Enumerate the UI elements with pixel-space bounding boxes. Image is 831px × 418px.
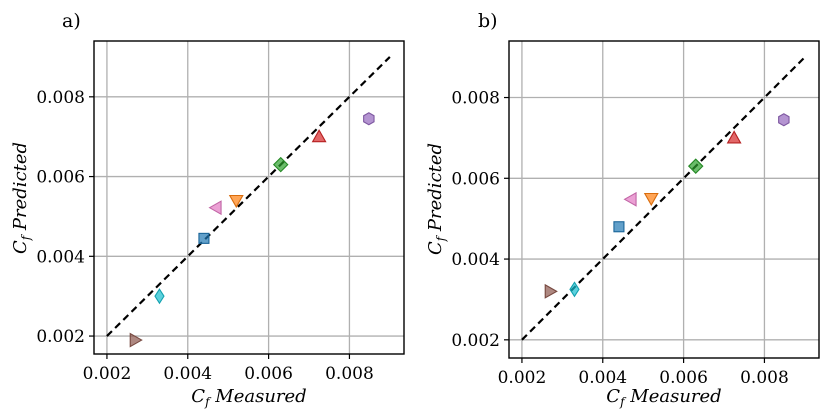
panel-b-points — [544, 113, 790, 299]
panel-a-point-hexagon — [363, 112, 375, 126]
panel-a-point-triangle-up — [311, 129, 327, 143]
panel-a-point-diamond — [272, 156, 289, 173]
panel-b-grid — [509, 41, 819, 358]
panel-b-y-tick-label: 0.006 — [451, 169, 500, 189]
panel-b-point-square — [613, 221, 625, 233]
panel-b: b) 0.002 0.004 0.006 0.0080.0020.0040.0060.… — [425, 10, 820, 409]
panel-a-y-tick-label: 0.008 — [36, 88, 85, 108]
panel-a-y-tick-label: 0.006 — [36, 168, 85, 188]
panel-a-y-axis-title: Cf Predicted — [10, 142, 33, 254]
panel-a-ticks: 0.002 0.004 0.006 0.008 0.002 0.004 0.006 0.008 — [36, 88, 373, 384]
panel-b-identity-line — [521, 56, 806, 341]
panel-a-plot-frame — [93, 40, 405, 355]
panel-b-point-thin-diamond — [569, 281, 580, 298]
panel-b-x-tick-label: 0.002 — [498, 368, 547, 388]
panel-b-x-axis-title: Cf Measured — [606, 386, 721, 409]
panel-a-identity-line — [106, 56, 391, 337]
panel-a-y-tick-label: 0.004 — [36, 247, 85, 267]
panel-a-x-tick-label: 0.002 — [83, 364, 132, 384]
panel-b-x-tick-label: 0.008 — [740, 368, 789, 388]
panel-b-point-triangle-right — [544, 283, 558, 299]
panel-a-points — [129, 112, 375, 348]
panel-b-y-tick-label: 0.008 — [451, 89, 500, 109]
panel-b-point-triangle-left — [623, 191, 637, 207]
panel-b-x-tick-label: 0.006 — [659, 368, 708, 388]
panel-a-point-triangle-right — [129, 332, 143, 348]
panel-a-point-thin-diamond — [154, 288, 165, 305]
panel-b-point-diamond — [687, 158, 704, 174]
panel-b-point-hexagon — [778, 113, 790, 127]
panel-a-label: a) — [62, 10, 81, 32]
panel-b-point-triangle-down — [643, 192, 659, 207]
panel-a-reference-line — [106, 56, 391, 337]
panel-b-x-tick-label: 0.004 — [578, 368, 627, 388]
panel-b-point-triangle-up — [726, 130, 742, 144]
panel-a-x-tick-label: 0.004 — [163, 364, 212, 384]
panel-a-point-square — [198, 232, 210, 244]
panel-a-grid — [94, 41, 404, 354]
panel-b-label: b) — [478, 10, 498, 32]
panel-b-y-tick-label: 0.004 — [451, 250, 500, 270]
panel-a-point-triangle-left — [208, 200, 222, 216]
panel-a-y-tick-label: 0.002 — [36, 327, 85, 347]
panel-b-y-axis-title: Cf Predicted — [425, 143, 448, 255]
panel-a-x-axis-title: Cf Measured — [191, 386, 306, 409]
panel-b-reference-line — [521, 56, 806, 341]
panel-b-y-tick-label: 0.002 — [451, 331, 500, 351]
panel-a-x-tick-label: 0.006 — [244, 364, 293, 384]
panel-a-point-triangle-down — [228, 194, 244, 209]
panel-b-ticks: 0.002 0.004 0.006 0.008 0.002 0.004 0.006 0.008 — [451, 89, 788, 388]
panel-a: a) 0.002 0.004 0.006 0.0080.0020.0040.0060.… — [10, 10, 405, 409]
panel-a-x-tick-label: 0.008 — [325, 364, 374, 384]
panel-b-plot-frame — [508, 40, 820, 359]
